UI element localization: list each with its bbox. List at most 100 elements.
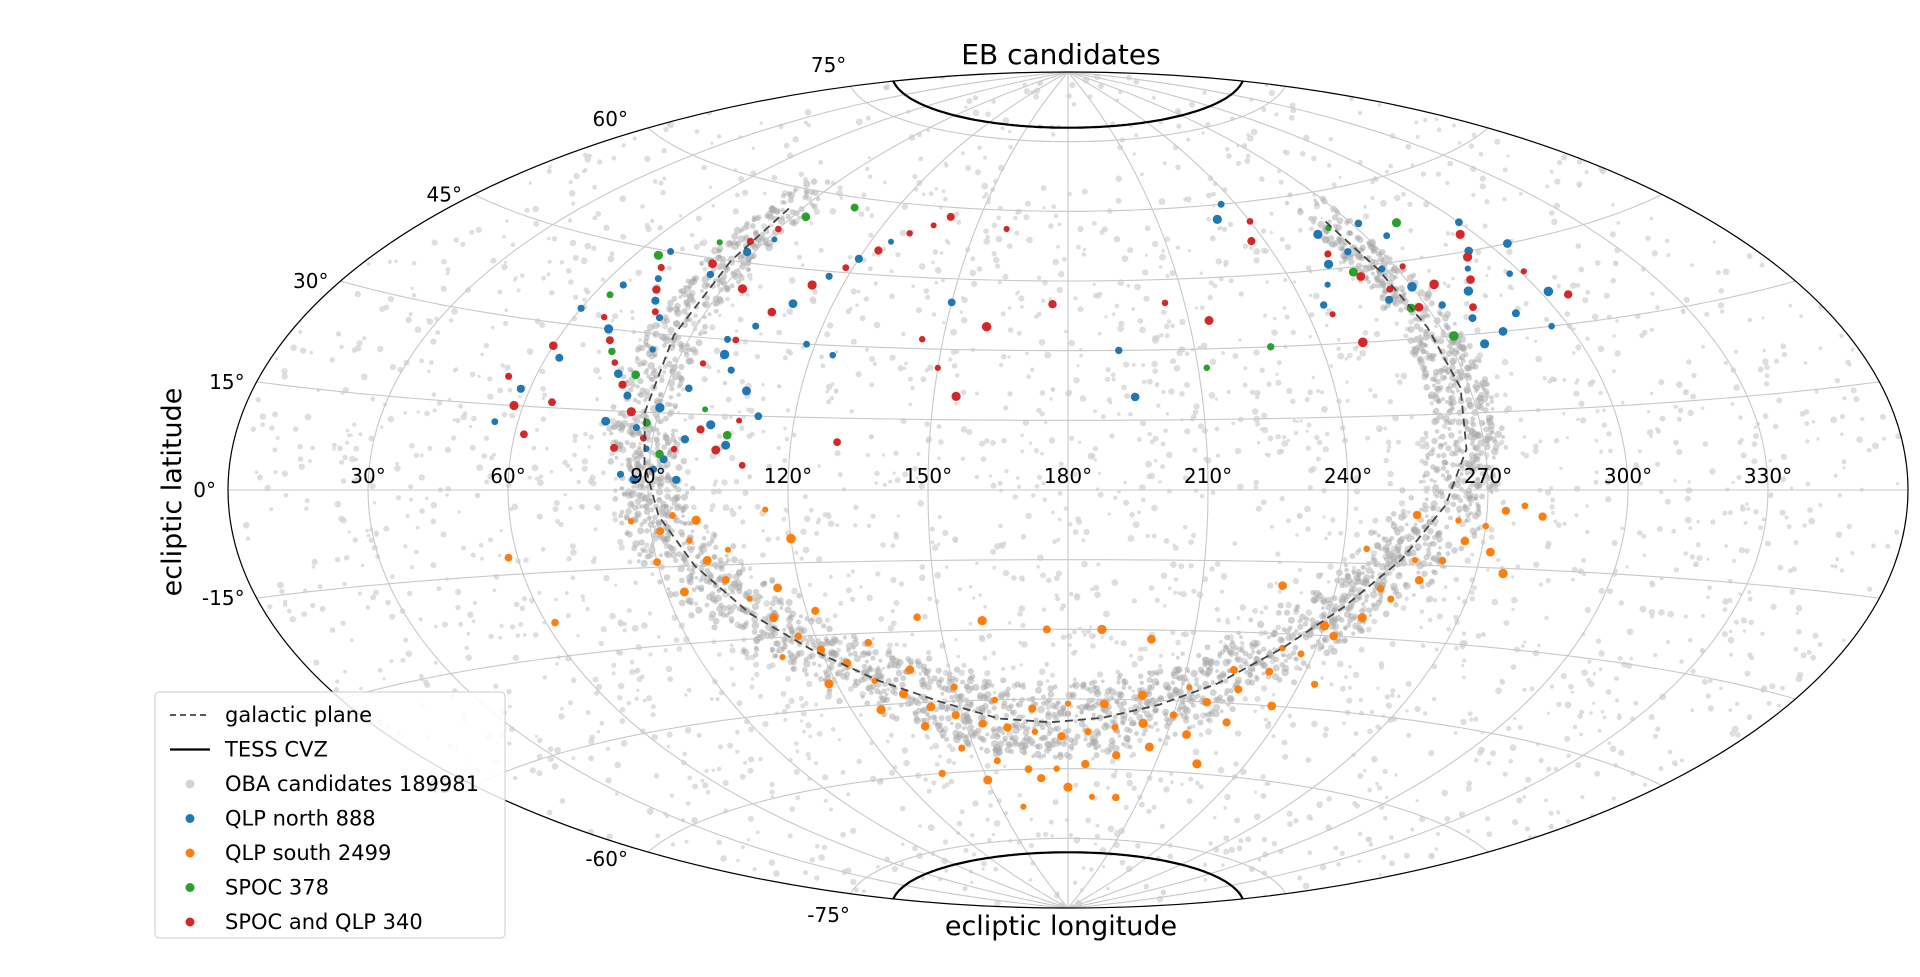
oba-candidate-point	[1503, 444, 1508, 449]
oba-candidate-point	[670, 842, 676, 847]
oba-candidate-point	[775, 536, 780, 541]
oba-candidate-point	[867, 156, 872, 160]
oba-candidate-point	[1795, 611, 1799, 616]
oba-candidate-point	[581, 598, 586, 602]
oba-candidate-point	[929, 526, 936, 532]
oba-candidate-point	[876, 865, 880, 869]
oba-candidate-point	[1187, 249, 1192, 253]
oba-candidate-point	[365, 528, 369, 533]
oba-candidate-point	[518, 621, 524, 627]
oba-candidate-point	[1730, 402, 1735, 406]
oba-candidate-point	[1513, 716, 1517, 721]
oba-candidate-point	[1718, 288, 1725, 294]
oba-candidate-point	[1040, 734, 1047, 742]
oba-candidate-point	[829, 208, 837, 215]
oba-candidate-point	[1453, 321, 1457, 326]
oba-candidate-point	[730, 510, 737, 517]
oba-candidate-point	[1400, 508, 1407, 515]
oba-candidate-point	[1579, 732, 1583, 737]
oba-candidate-point	[688, 547, 694, 554]
oba-candidate-point	[1432, 569, 1438, 576]
oba-candidate-point	[1305, 757, 1312, 763]
oba-candidate-point	[1074, 733, 1081, 740]
oba-candidate-point	[1458, 356, 1463, 361]
oba-candidate-point	[1468, 502, 1473, 507]
oba-candidate-point	[1895, 433, 1902, 440]
oba-candidate-point	[741, 189, 749, 196]
oba-candidate-point	[469, 444, 476, 451]
oba-candidate-point	[1351, 277, 1355, 282]
oba-candidate-point	[625, 488, 633, 496]
oba-candidate-point	[414, 549, 419, 555]
oba-candidate-point	[761, 396, 766, 402]
oba-candidate-point	[1688, 526, 1693, 530]
oba-candidate-point	[1115, 197, 1122, 204]
oba-candidate-point	[468, 424, 473, 429]
oba-candidate-point	[869, 741, 874, 746]
oba-candidate-point	[803, 515, 811, 523]
oba-candidate-point	[1710, 519, 1716, 525]
oba-candidate-point	[1846, 523, 1852, 530]
oba-candidate-point	[331, 442, 337, 448]
oba-candidate-point	[1243, 366, 1248, 371]
oba-candidate-point	[415, 525, 420, 530]
oba-candidate-point	[814, 875, 820, 881]
oba-candidate-point	[524, 207, 530, 213]
oba-candidate-point	[1772, 423, 1779, 430]
oba-candidate-point	[785, 598, 793, 606]
oba-candidate-point	[335, 331, 342, 337]
oba-candidate-point	[1260, 793, 1267, 799]
oba-candidate-point	[549, 470, 554, 474]
oba-candidate-point	[1345, 573, 1350, 578]
oba-candidate-point	[814, 702, 819, 707]
oba-candidate-point	[1337, 352, 1345, 360]
oba-candidate-point	[1696, 519, 1701, 524]
oba-candidate-point	[1069, 693, 1075, 699]
oba-candidate-point	[1421, 479, 1426, 484]
oba-candidate-point	[1164, 333, 1170, 339]
oba-candidate-point	[653, 773, 660, 779]
oba-candidate-point	[1253, 479, 1260, 486]
oba-candidate-point	[1093, 409, 1098, 414]
oba-candidate-point	[329, 627, 336, 633]
oba-candidate-point	[846, 573, 851, 578]
oba-candidate-point	[1598, 650, 1605, 657]
oba-candidate-point	[445, 486, 452, 492]
oba-candidate-point	[1244, 157, 1251, 164]
oba-candidate-point	[1658, 609, 1665, 616]
oba-candidate-point	[889, 769, 896, 776]
oba-candidate-point	[1119, 859, 1126, 866]
oba-candidate-point	[694, 129, 700, 135]
oba-candidate-point	[1390, 688, 1396, 694]
oba-candidate-point	[1045, 704, 1051, 711]
oba-candidate-point	[1466, 829, 1471, 834]
oba-candidate-point	[1094, 591, 1101, 599]
oba-candidate-point	[921, 192, 926, 197]
oba-candidate-point	[924, 733, 929, 738]
oba-candidate-point	[986, 633, 993, 639]
oba-candidate-point	[766, 463, 773, 470]
oba-candidate-point	[1025, 512, 1032, 519]
oba-candidate-point	[1008, 129, 1012, 134]
oba-candidate-point	[716, 488, 723, 495]
oba-candidate-point	[504, 308, 509, 313]
oba-candidate-point	[1030, 860, 1036, 866]
oba-candidate-point	[1300, 660, 1307, 666]
oba-candidate-point	[1679, 758, 1684, 763]
oba-candidate-point	[1850, 387, 1857, 394]
oba-candidate-point	[942, 529, 949, 537]
oba-candidate-point	[584, 156, 591, 163]
oba-candidate-point	[940, 734, 945, 739]
oba-candidate-point	[1053, 213, 1059, 219]
oba-candidate-point	[809, 190, 815, 196]
oba-candidate-point	[651, 733, 658, 741]
oba-candidate-point	[1137, 646, 1144, 652]
oba-candidate-point	[366, 533, 371, 538]
oba-candidate-point	[954, 638, 958, 642]
oba-candidate-point	[499, 529, 503, 533]
oba-candidate-point	[514, 275, 518, 280]
oba-candidate-point	[1028, 441, 1033, 445]
oba-candidate-point	[711, 768, 715, 772]
oba-candidate-point	[1666, 640, 1671, 645]
oba-candidate-point	[1296, 512, 1303, 519]
